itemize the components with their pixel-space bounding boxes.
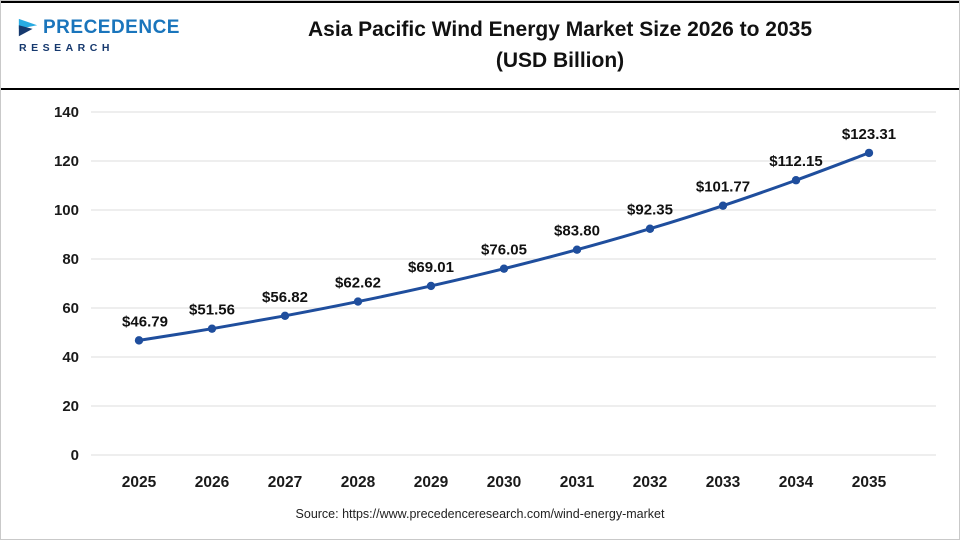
y-tick-label: 100 — [54, 202, 79, 219]
data-point — [353, 297, 363, 306]
source-text: Source: https://www.precedenceresearch.c… — [295, 507, 665, 521]
data-point — [207, 324, 217, 333]
x-tick-label: 2030 — [487, 474, 521, 491]
data-label: $83.80 — [554, 223, 600, 240]
data-label: $92.35 — [627, 202, 673, 219]
data-label: $51.56 — [189, 302, 235, 319]
x-tick-label: 2025 — [122, 474, 157, 491]
x-tick-label: 2031 — [560, 474, 595, 491]
data-point — [499, 264, 509, 273]
y-tick-label: 20 — [62, 398, 79, 415]
data-point — [572, 245, 582, 254]
data-label: $76.05 — [481, 242, 527, 259]
data-point — [791, 176, 801, 185]
data-label: $69.01 — [408, 259, 454, 276]
data-point — [134, 336, 144, 345]
y-tick-label: 80 — [62, 251, 79, 268]
brand-logo-icon — [18, 18, 38, 37]
data-point — [718, 201, 728, 210]
data-point — [280, 311, 290, 320]
brand-name: PRECEDENCE — [43, 17, 180, 38]
data-label: $101.77 — [696, 179, 750, 196]
x-tick-label: 2028 — [341, 474, 376, 491]
header: PRECEDENCE RESEARCH Asia Pacific Wind En… — [1, 1, 959, 90]
data-label: $123.31 — [842, 126, 896, 143]
data-label: $62.62 — [335, 275, 381, 292]
y-tick-label: 40 — [62, 349, 79, 366]
page-title: Asia Pacific Wind Energy Market Size 202… — [171, 3, 949, 88]
data-point — [645, 224, 655, 233]
data-point — [864, 148, 874, 158]
chart-title-line2: (USD Billion) — [495, 48, 625, 72]
y-tick-label: 120 — [54, 153, 79, 170]
x-tick-label: 2029 — [414, 474, 449, 491]
chart-title-line1: Asia Pacific Wind Energy Market Size 202… — [307, 18, 813, 42]
y-tick-label: 140 — [54, 104, 79, 121]
brand-subtitle: RESEARCH — [19, 42, 114, 54]
brand-logo: PRECEDENCE RESEARCH — [17, 17, 180, 54]
x-tick-label: 2033 — [706, 474, 741, 491]
data-label: $56.82 — [262, 289, 308, 306]
x-tick-label: 2035 — [852, 474, 887, 491]
y-tick-label: 60 — [62, 300, 79, 317]
data-point — [426, 281, 436, 291]
chart-svg: 0 20 40 60 80 100 120 140 2025 2026 2027 2028 2029 20… — [54, 104, 936, 491]
x-tick-label: 2026 — [195, 474, 230, 491]
x-tick-label: 2027 — [268, 474, 302, 491]
x-tick-label: 2032 — [633, 474, 667, 491]
x-tick-label: 2034 — [779, 474, 814, 491]
data-label: $112.15 — [769, 153, 822, 170]
data-label: $46.79 — [122, 313, 168, 330]
y-tick-label: 0 — [71, 447, 79, 464]
chart: 0 20 40 60 80 100 120 140 2025 2026 2027 2028 2029 20… — [1, 90, 959, 505]
